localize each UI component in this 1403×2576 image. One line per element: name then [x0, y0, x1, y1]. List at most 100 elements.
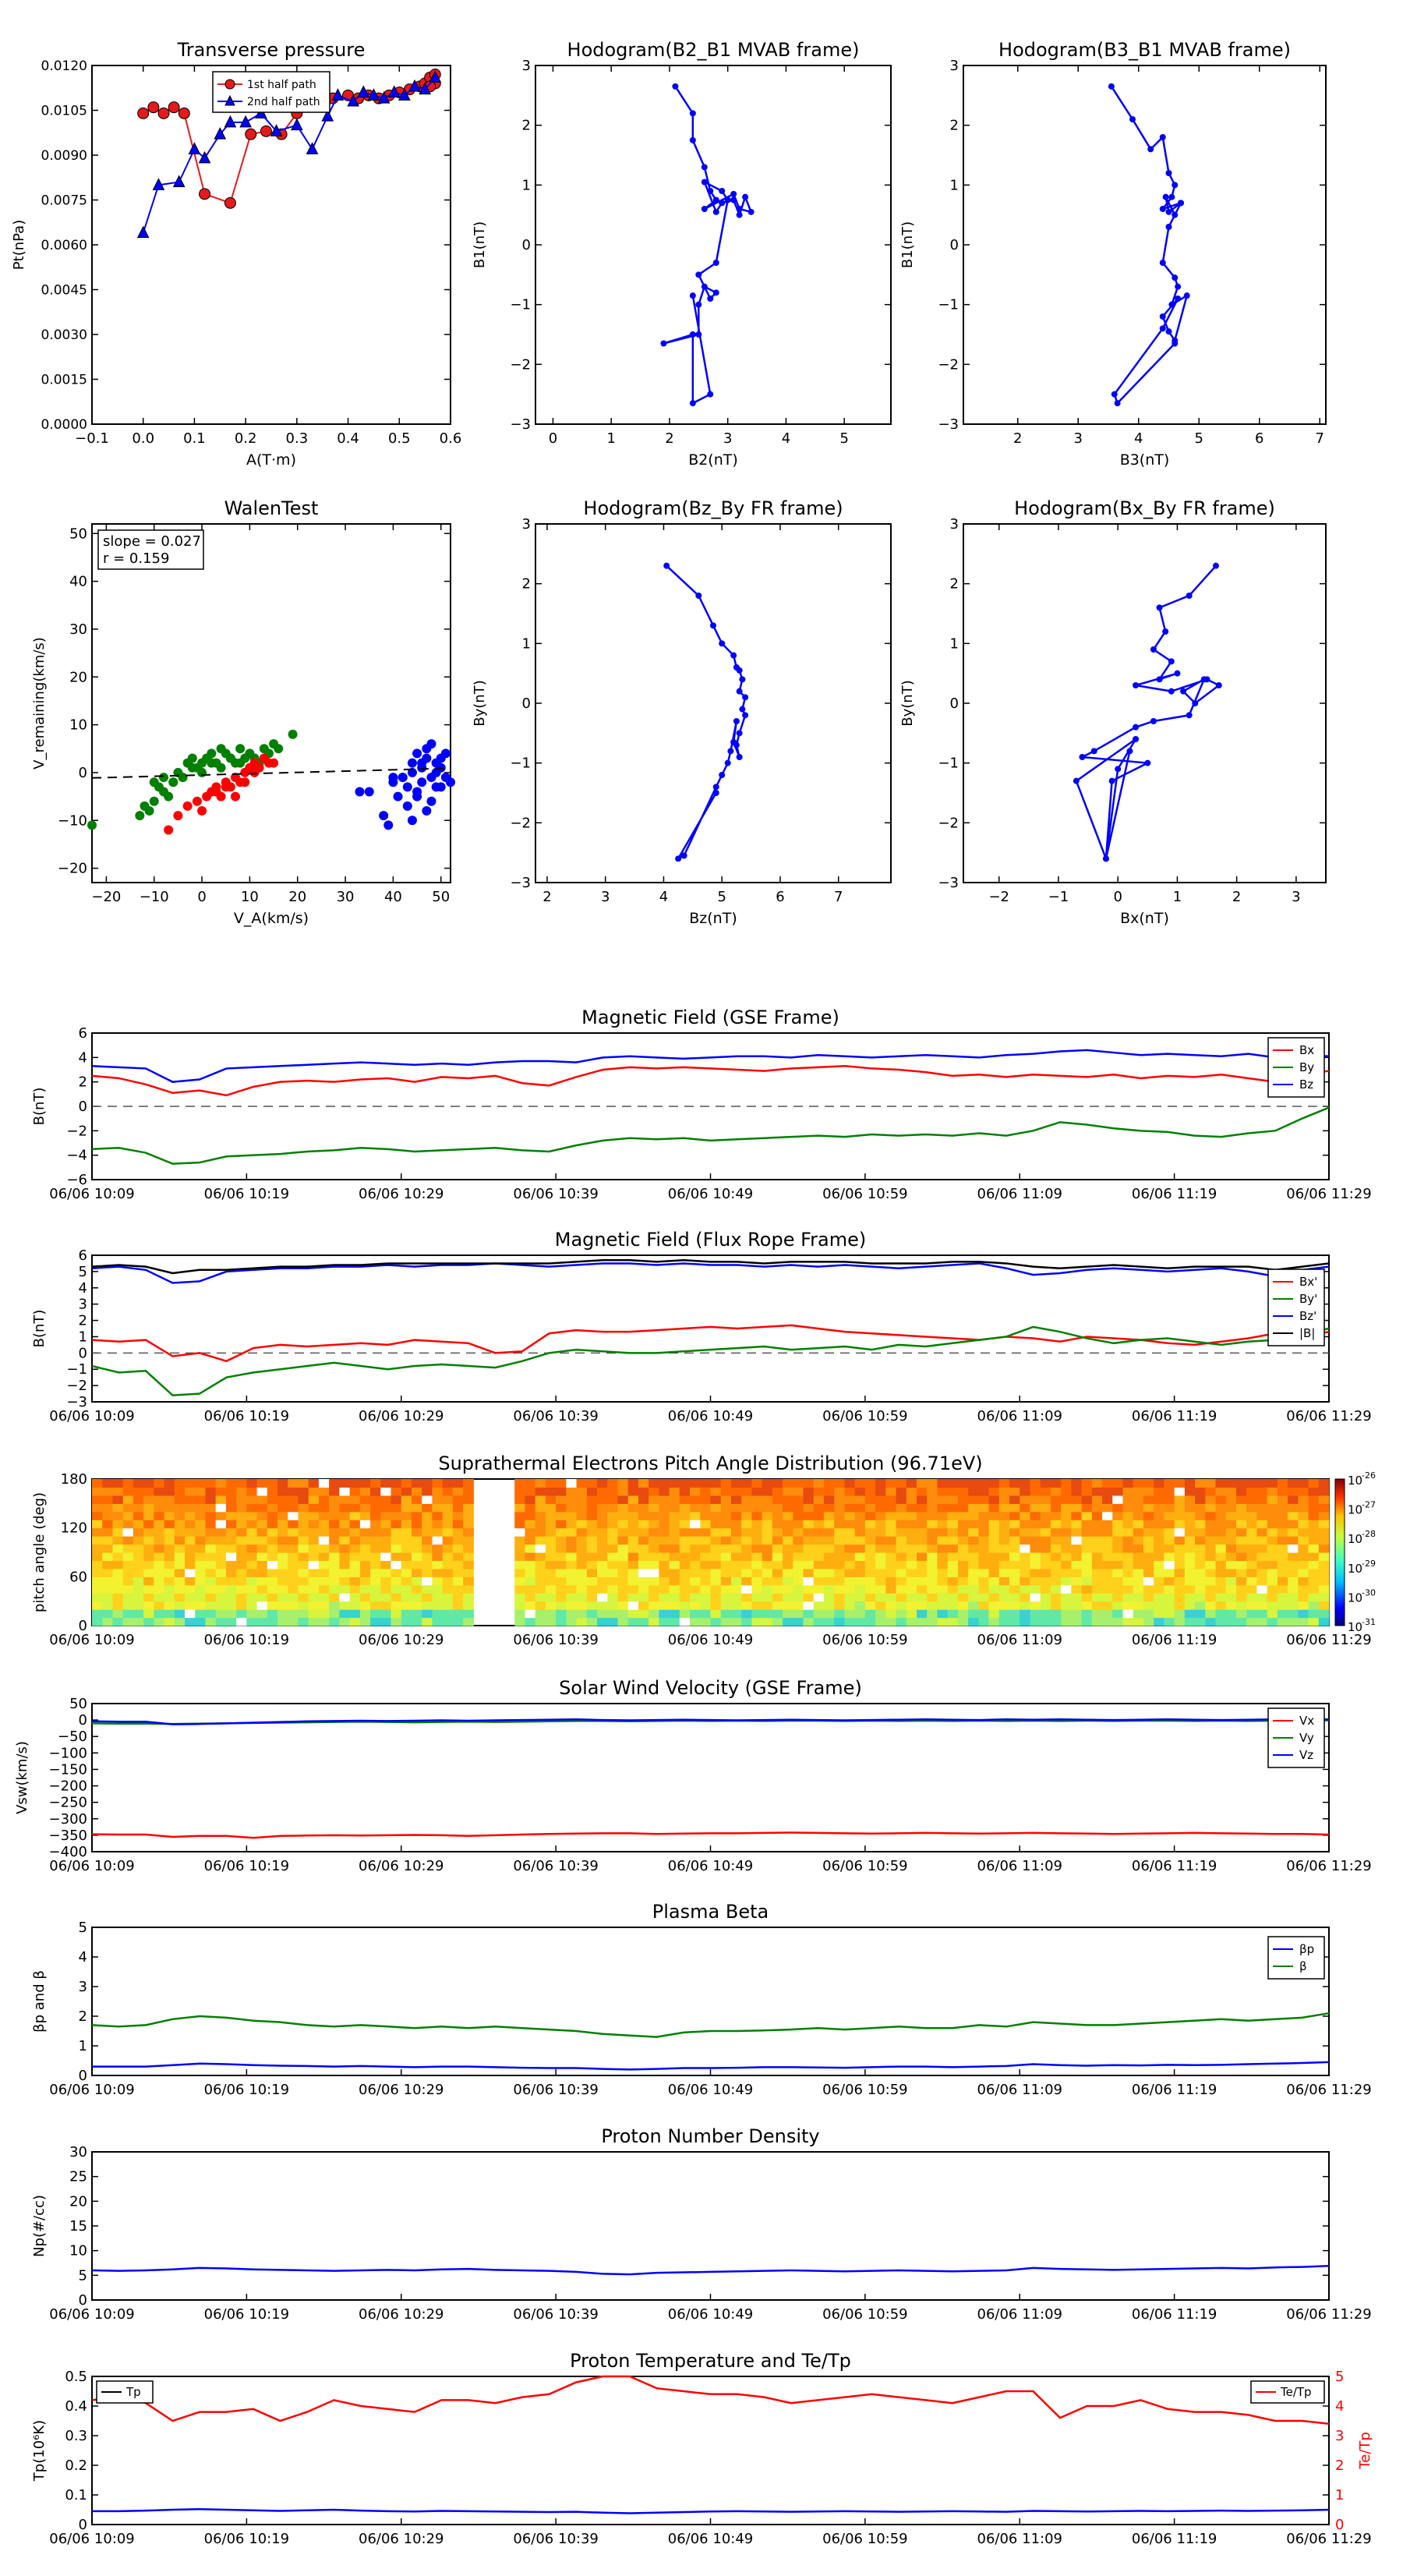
x-tick-label: 2	[1013, 430, 1022, 447]
heatmap-cell	[195, 1520, 207, 1529]
heatmap-cell	[225, 1520, 237, 1529]
heatmap-cell	[607, 1495, 619, 1504]
heatmap-cell	[927, 1560, 938, 1569]
time-tick-label: 06/06 10:19	[204, 1858, 289, 1874]
colorbar-tick-exponent: -30	[1362, 1587, 1376, 1598]
data-point	[736, 688, 743, 695]
series-line-2	[91, 1262, 1330, 1284]
heatmap-cell	[256, 1503, 268, 1513]
heatmap-cell	[1235, 1601, 1247, 1610]
heatmap-cell	[1174, 1495, 1186, 1504]
heatmap-cell	[185, 1560, 196, 1569]
heatmap-cell	[1174, 1560, 1186, 1569]
heatmap-cell	[783, 1527, 793, 1537]
heatmap-cell	[1050, 1560, 1062, 1569]
heatmap-cell	[246, 1617, 258, 1626]
chart-title: Plasma Beta	[652, 1901, 769, 1923]
heatmap-cell	[844, 1568, 856, 1577]
heatmap-cell	[525, 1552, 536, 1562]
heatmap-cell	[102, 1544, 114, 1553]
heatmap-cell	[1298, 1536, 1309, 1545]
heatmap-cell	[1009, 1495, 1020, 1504]
heatmap-cell	[659, 1536, 670, 1545]
heatmap-cell	[947, 1576, 959, 1586]
heatmap-cell	[339, 1495, 351, 1504]
x-tick-label: 7	[1316, 430, 1324, 447]
heatmap-cell	[1256, 1503, 1268, 1513]
x-tick-label: 1	[1173, 889, 1182, 905]
y-tick-label: 0	[522, 695, 531, 712]
heatmap-cell	[154, 1584, 165, 1594]
chart-title: Hodogram(Bz_By FR frame)	[583, 497, 843, 519]
data-point-triangle	[321, 109, 334, 122]
y-tick-label: −2	[938, 815, 959, 831]
heatmap-cell	[998, 1527, 1010, 1537]
heatmap-cell	[1154, 1560, 1164, 1569]
heatmap-cell	[133, 1568, 144, 1577]
heatmap-cell	[1195, 1560, 1206, 1569]
heatmap-cell	[514, 1520, 526, 1529]
heatmap-cell	[370, 1601, 381, 1610]
heatmap-cell	[442, 1568, 454, 1577]
time-tick-label: 06/06 10:59	[822, 2082, 907, 2098]
heatmap-cell	[1246, 1568, 1258, 1577]
heatmap-cell	[988, 1584, 1000, 1594]
heatmap-cell	[1288, 1527, 1299, 1537]
heatmap-cell	[957, 1503, 969, 1513]
heatmap-cell	[195, 1503, 207, 1513]
heatmap-cell	[679, 1544, 691, 1553]
heatmap-cell	[586, 1552, 598, 1562]
x-tick-label: 0.5	[388, 430, 411, 447]
heatmap-cell	[875, 1527, 886, 1537]
heatmap-cell	[957, 1609, 969, 1619]
heatmap-cell	[1020, 1520, 1031, 1529]
heatmap-cell	[1009, 1479, 1020, 1488]
heatmap-cell	[586, 1568, 598, 1577]
heatmap-cell	[597, 1584, 608, 1594]
heatmap-cell	[463, 1552, 474, 1562]
heatmap-cell	[391, 1520, 402, 1529]
heatmap-cell	[1102, 1520, 1113, 1529]
series-line-0	[91, 1065, 1330, 1097]
heatmap-cell	[215, 1503, 227, 1513]
heatmap-cell	[669, 1503, 680, 1513]
heatmap-cell	[174, 1527, 186, 1537]
heatmap-cell	[947, 1511, 959, 1520]
heatmap-cell	[1122, 1479, 1134, 1488]
heatmap-cell	[1133, 1552, 1144, 1562]
heatmap-cell	[1102, 1593, 1113, 1602]
heatmap-cell	[411, 1544, 422, 1553]
heatmap-cell	[700, 1601, 712, 1610]
heatmap-cell	[401, 1503, 412, 1513]
heatmap-cell	[1133, 1609, 1144, 1619]
heatmap-cell	[318, 1593, 330, 1602]
heatmap-cell	[669, 1576, 680, 1586]
heatmap-cell	[1091, 1544, 1103, 1553]
heatmap-cell	[1298, 1576, 1309, 1586]
hodogram-path	[1075, 564, 1221, 859]
heatmap-cell	[1308, 1520, 1320, 1529]
heatmap-cell	[514, 1568, 526, 1577]
heatmap-cell	[751, 1576, 763, 1586]
heatmap-cell	[380, 1520, 392, 1529]
heatmap-cell	[463, 1584, 474, 1594]
heatmap-cell	[432, 1487, 444, 1496]
heatmap-cell	[1143, 1487, 1154, 1496]
data-point-triangle	[239, 115, 252, 128]
heatmap-cell	[1215, 1584, 1227, 1594]
hodogram-path	[663, 86, 753, 405]
heatmap-cell	[1174, 1552, 1186, 1562]
heatmap-cell	[411, 1617, 422, 1626]
heatmap-cell	[679, 1552, 691, 1562]
heatmap-cell	[762, 1487, 773, 1496]
heatmap-cell	[318, 1536, 330, 1545]
heatmap-cell	[679, 1584, 691, 1594]
heatmap-cell	[1256, 1584, 1268, 1594]
heatmap-cell	[122, 1609, 134, 1619]
chart-title: Hodogram(B2_B1 MVAB frame)	[567, 39, 860, 61]
heatmap-cell	[741, 1617, 752, 1626]
data-point	[1172, 274, 1179, 281]
heatmap-cell	[463, 1601, 474, 1610]
